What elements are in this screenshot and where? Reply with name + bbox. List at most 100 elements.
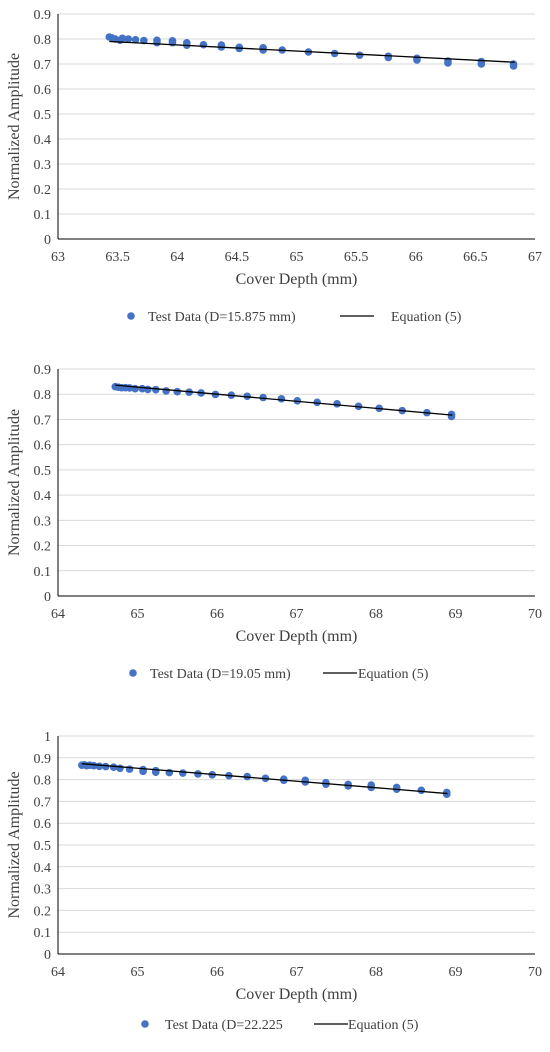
x-tick-label: 66 <box>210 607 224 622</box>
y-tick-label: 0.4 <box>34 489 52 504</box>
legend-marker-test-data <box>129 669 137 677</box>
y-tick-label: 0.5 <box>34 464 52 479</box>
legend-marker-test-data <box>127 312 135 320</box>
data-point <box>277 394 286 403</box>
x-tick-label: 65 <box>131 965 145 980</box>
equation-line <box>115 384 453 416</box>
y-tick-label: 0.2 <box>34 183 52 198</box>
data-point <box>131 35 140 44</box>
y-tick-label: 0 <box>44 948 51 963</box>
chart-panel-3: 0 0.1 0.2 0.3 0.4 0.5 0.6 0.7 0.8 0.9 1 64 65 66 67 68 6… <box>0 702 550 1047</box>
chart-1-svg: 0 0.1 0.2 0.3 0.4 0.5 0.6 0.7 0.8 0.9 63 63.5 64 64.5… <box>6 8 542 325</box>
x-tick-label: 67 <box>290 607 304 622</box>
x-axis-title: Cover Depth (mm) <box>236 986 358 1003</box>
x-tick-label: 65.5 <box>344 250 369 265</box>
x-tick-label: 66 <box>210 965 224 980</box>
y-tick-label: 0.9 <box>34 8 52 23</box>
y-tick-label: 0.7 <box>34 58 52 73</box>
y-tick-label: 0.9 <box>34 363 52 378</box>
y-tick-label: 0.8 <box>34 388 52 403</box>
y-tick-label: 0.1 <box>34 565 52 580</box>
data-point <box>162 387 170 395</box>
legend-label-test-data: Test Data (D=22.225 <box>165 1018 283 1033</box>
x-tick-label: 69 <box>449 965 463 980</box>
legend-label-test-data: Test Data (D=15.875 mm) <box>148 310 296 325</box>
data-point <box>259 393 267 402</box>
data-point <box>125 765 134 773</box>
data-point <box>144 385 152 394</box>
x-tick-label: 68 <box>369 965 383 980</box>
y-tick-label: 0.3 <box>34 883 52 898</box>
data-point <box>355 51 364 60</box>
x-axis-title: Cover Depth (mm) <box>236 628 358 645</box>
y-tick-label: 0.8 <box>34 774 52 789</box>
data-point <box>444 59 452 67</box>
y-tick-label: 1 <box>44 730 51 745</box>
y-tick-label: 0.2 <box>34 540 52 555</box>
data-point <box>413 56 421 64</box>
equation-line <box>81 763 448 795</box>
legend-label-equation: Equation (5) <box>348 1018 419 1033</box>
x-tick-label: 63.5 <box>105 250 130 265</box>
y-tick-label: 0.6 <box>34 817 52 832</box>
x-tick-label: 67 <box>528 250 542 265</box>
x-axis-title: Cover Depth (mm) <box>236 271 358 288</box>
y-tick-label: 0.4 <box>34 133 52 148</box>
legend-label-equation: Equation (5) <box>358 667 429 682</box>
x-tick-label: 70 <box>528 965 542 980</box>
equation-line <box>109 40 515 63</box>
data-point <box>118 34 127 43</box>
x-tick-label: 64 <box>51 965 65 980</box>
data-point <box>477 60 486 68</box>
data-point <box>313 398 321 407</box>
x-tick-label: 70 <box>528 607 542 622</box>
data-point <box>101 762 110 771</box>
y-tick-label: 0.7 <box>34 795 52 810</box>
chart-panel-1: 0 0.1 0.2 0.3 0.4 0.5 0.6 0.7 0.8 0.9 63 63.5 64 64.5… <box>0 0 550 345</box>
data-point <box>140 36 148 45</box>
data-point <box>194 770 202 778</box>
y-axis-title: Normalized Amplitude <box>6 53 23 200</box>
x-tick-label: 68 <box>369 607 383 622</box>
x-tick-label: 64.5 <box>225 250 250 265</box>
y-tick-label: 0.8 <box>34 33 52 48</box>
y-axis-title: Normalized Amplitude <box>6 771 23 918</box>
data-point <box>151 385 160 394</box>
x-tick-label: 64 <box>170 250 184 265</box>
data-point <box>153 38 161 47</box>
x-tick-label: 65 <box>131 607 145 622</box>
y-tick-label: 0.3 <box>34 514 52 529</box>
data-point <box>333 400 341 408</box>
data-point <box>447 412 456 421</box>
data-point <box>173 387 182 396</box>
data-point <box>384 53 393 62</box>
y-tick-label: 0.5 <box>34 839 52 854</box>
data-point <box>442 790 451 799</box>
x-tick-label: 64 <box>51 607 65 622</box>
legend-label-test-data: Test Data (D=19.05 mm) <box>150 667 291 682</box>
y-tick-label: 0.9 <box>34 752 52 767</box>
x-tick-label: 66 <box>409 250 423 265</box>
y-tick-label: 0.2 <box>34 904 52 919</box>
y-tick-label: 0.1 <box>34 208 52 223</box>
data-point <box>199 40 208 49</box>
x-tick-label: 63 <box>51 250 65 265</box>
y-tick-label: 0.7 <box>34 413 52 428</box>
data-point <box>124 35 133 43</box>
x-tick-label: 67 <box>290 965 304 980</box>
data-point <box>243 392 252 401</box>
y-tick-label: 0 <box>44 590 51 605</box>
y-tick-label: 0.6 <box>34 439 52 454</box>
chart-3-svg: 0 0.1 0.2 0.3 0.4 0.5 0.6 0.7 0.8 0.9 1 64 65 66 67 68 6… <box>6 730 542 1033</box>
y-tick-label: 0.4 <box>34 861 52 876</box>
x-tick-label: 65 <box>290 250 304 265</box>
y-tick-label: 0.6 <box>34 83 52 98</box>
data-point <box>131 384 139 393</box>
chart-panel-2: 0 0.1 0.2 0.3 0.4 0.5 0.6 0.7 0.8 0.9 64 65 66 67 68 69… <box>0 355 550 700</box>
data-point <box>116 764 124 773</box>
legend-marker-test-data <box>141 1020 149 1028</box>
data-point <box>417 786 426 795</box>
y-tick-label: 0.1 <box>34 926 52 941</box>
y-tick-label: 0 <box>44 233 51 248</box>
